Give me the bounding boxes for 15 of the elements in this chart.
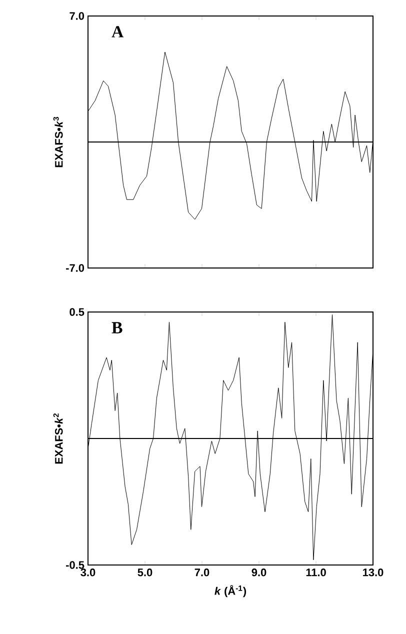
x-tick-label: 9.0 [252, 568, 266, 576]
y-tick-label: -7.0 [66, 264, 84, 272]
y-tick-label: 0.5 [70, 308, 84, 316]
chart-title: A [112, 26, 124, 38]
y-axis-title: EXAFS•k$^{3}$ [53, 116, 63, 168]
y-tick-label: 7.0 [70, 12, 84, 20]
y-axis-title: EXAFS•k$^{2}$ [53, 413, 63, 464]
x-tick-label: 5.0 [138, 568, 152, 576]
x-tick-label: 13.0 [363, 568, 384, 576]
x-axis-title: k (Å$^{-1}$) [214, 585, 246, 598]
x-tick-label: 11.0 [306, 568, 326, 576]
x-tick-label: 7.0 [194, 568, 210, 576]
chart-title: B [112, 322, 122, 334]
y-tick-label: -0.5 [66, 561, 84, 569]
x-tick-label: 3.0 [80, 568, 96, 576]
